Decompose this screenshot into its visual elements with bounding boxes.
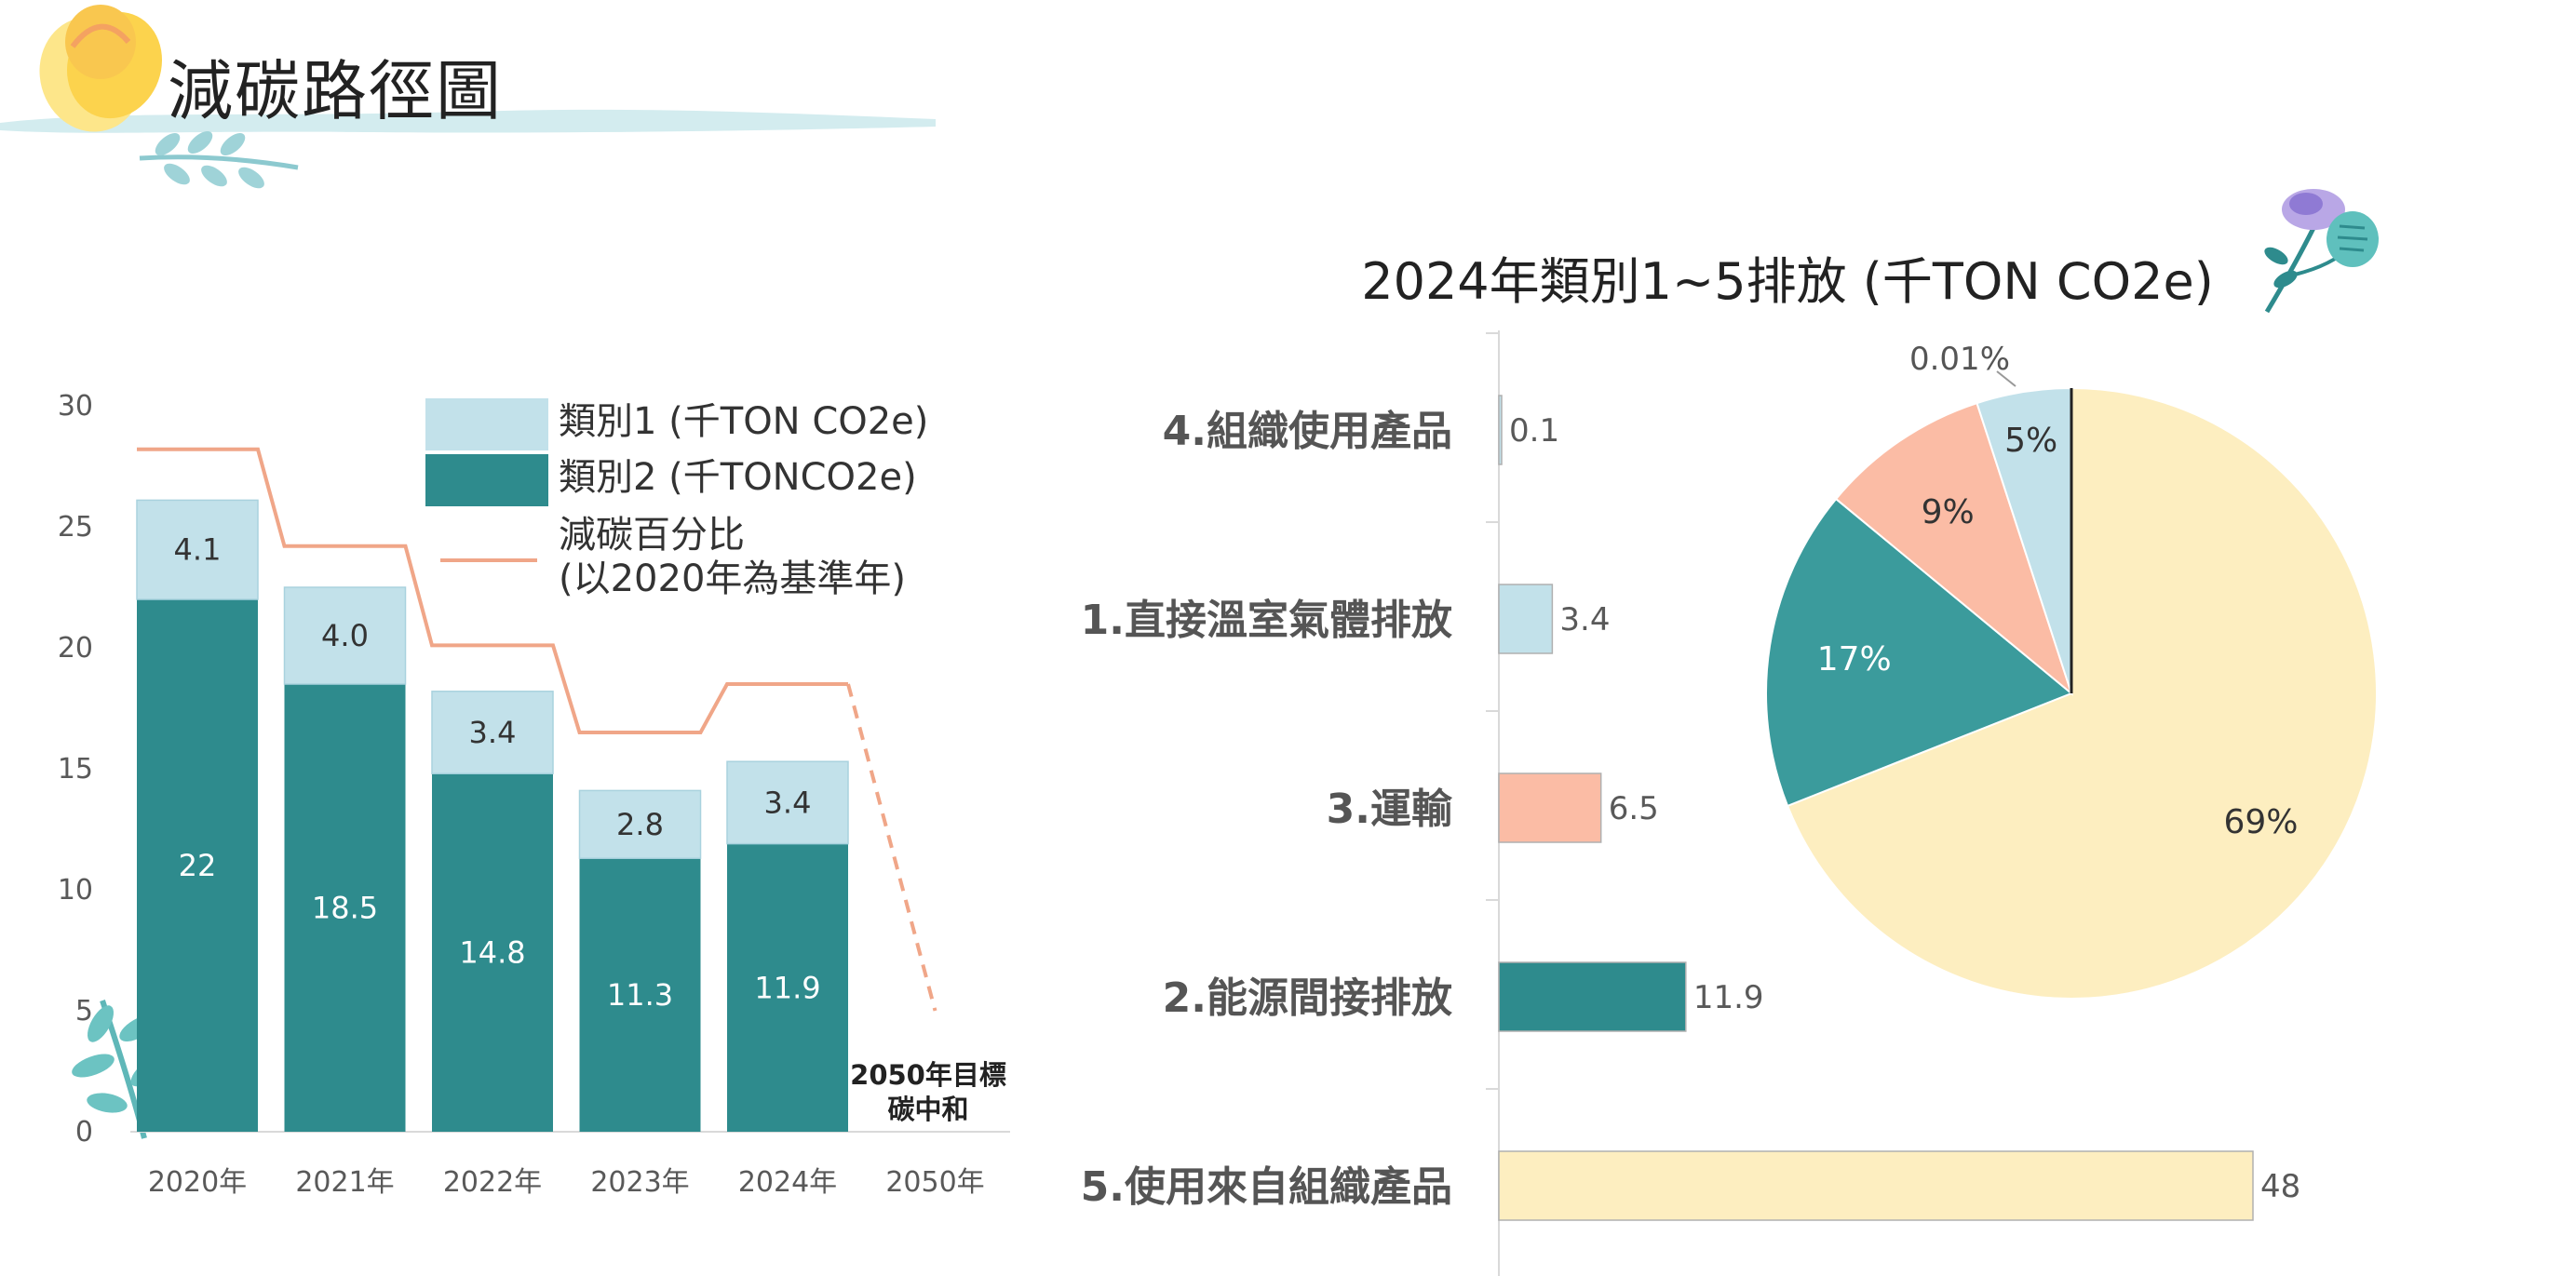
bar-data-label: 0.1 (1509, 412, 1559, 450)
purple-flower-icon (2264, 189, 2379, 314)
bar-data-label: 4.1 (174, 532, 222, 568)
y-tick-label: 0 (75, 1116, 93, 1148)
x-tick-label: 2022年 (443, 1166, 542, 1199)
bar-data-label: 14.8 (459, 935, 525, 971)
reduction-path-chart: 0 5 10 15 20 25 30 2020年 2021年 2022年 2023年 2024年 205… (58, 390, 1010, 1199)
category-label: 4.組織使用產品 (1163, 408, 1452, 455)
target-annotation: 碳中和 (887, 1094, 968, 1125)
legend-swatch-category-1 (425, 398, 548, 450)
category-bar (1498, 584, 1554, 654)
bar-data-label: 11.9 (1693, 979, 1764, 1016)
pie-data-label: 17% (1817, 640, 1892, 678)
legend-label: 減碳百分比 (559, 514, 745, 557)
bar-category-1 (283, 586, 407, 685)
yellow-flower-icon (39, 5, 163, 132)
bar-data-label: 22 (179, 848, 217, 883)
bar-category-2 (579, 858, 701, 1132)
category-bar (1498, 1150, 2254, 1221)
y-tick-label: 15 (58, 753, 93, 786)
category-bar (1498, 961, 1687, 1032)
bar-data-label: 4.0 (321, 618, 369, 653)
pie-slice (1976, 386, 2072, 694)
category-bar (1498, 395, 1503, 465)
legend-label: 類別2 (千TONCO2e) (559, 456, 917, 499)
bar-data-label: 6.5 (1609, 790, 1659, 827)
pie-data-label: 0.01% (1909, 341, 2010, 378)
legend-label: (以2020年為基準年) (559, 557, 906, 600)
bar-category-2 (137, 599, 258, 1132)
category-bar (1498, 772, 1602, 843)
bar-data-label: 2.8 (616, 807, 664, 842)
reduction-line (137, 447, 848, 734)
bar-category-1 (431, 691, 554, 774)
reduction-line-projection (846, 683, 937, 1012)
leaf-branch-icon (139, 131, 299, 189)
pie-data-label: 9% (1922, 493, 1975, 531)
category-label: 2.能源間接排放 (1163, 974, 1452, 1022)
y-tick-label: 5 (75, 995, 93, 1028)
category-label: 3.運輸 (1327, 786, 1453, 833)
pie-slice (1786, 386, 2378, 1000)
chart-title: 2024年類別1~5排放 (千TON CO2e) (1361, 252, 2214, 311)
bar-data-label: 3.4 (1559, 601, 1610, 638)
pie-slice (1765, 497, 2073, 808)
x-tick-label: 2020年 (148, 1166, 247, 1199)
category-label: 1.直接溫室氣體排放 (1081, 597, 1452, 644)
legend-swatch-category-2 (425, 454, 548, 506)
pie-slice (1834, 401, 2074, 696)
bar-data-label: 18.5 (312, 891, 378, 926)
bar-category-1 (136, 499, 259, 600)
y-tick-label: 30 (58, 390, 93, 423)
y-tick-label: 25 (58, 511, 93, 544)
bar-data-label: 3.4 (469, 715, 517, 750)
category-label: 5.使用來自組織產品 (1081, 1163, 1452, 1211)
title-brush-stroke (0, 109, 936, 133)
page-title: 減碳路徑圖 (168, 53, 503, 129)
y-tick-label: 10 (58, 874, 93, 907)
bar-category-1 (578, 789, 702, 859)
bar-category-2 (284, 684, 406, 1132)
bar-category-2 (727, 843, 848, 1132)
bar-data-label: 48 (2260, 1168, 2300, 1205)
target-annotation: 2050年目標 (850, 1059, 1006, 1091)
y-tick-label: 20 (58, 632, 93, 665)
bar-category-2 (432, 773, 553, 1132)
bar-data-label: 11.9 (754, 970, 820, 1005)
x-tick-label: 2023年 (590, 1166, 689, 1199)
bar-category-1 (726, 760, 849, 845)
pie-data-label: 5% (2004, 422, 2057, 460)
legend-label: 類別1 (千TON CO2e) (559, 400, 928, 443)
pie-leader-line (1996, 370, 2016, 387)
x-tick-label: 2021年 (295, 1166, 394, 1199)
x-tick-label: 2024年 (738, 1166, 837, 1199)
x-tick-label: 2050年 (885, 1166, 984, 1199)
bar-data-label: 3.4 (764, 785, 812, 820)
bar-data-label: 11.3 (607, 977, 673, 1013)
pie-data-label: 69% (2223, 803, 2298, 841)
